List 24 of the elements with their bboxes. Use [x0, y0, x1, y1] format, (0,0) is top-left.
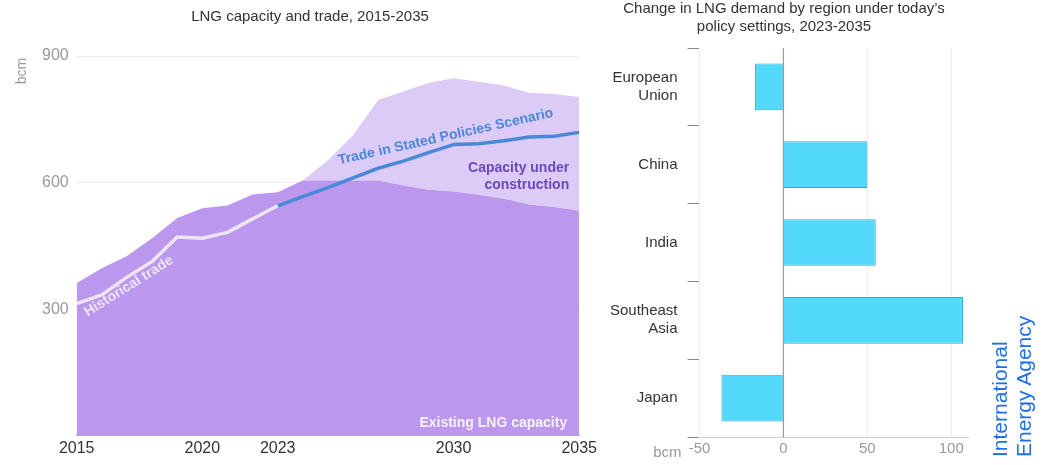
y-tick-label: 300	[41, 299, 69, 317]
x-tick-label: -50	[688, 439, 711, 457]
y-tick-label: Japan	[636, 388, 678, 406]
x-axis-title: bcm	[653, 442, 682, 460]
y-tick-label: China	[638, 154, 679, 172]
y-tick-label: 600	[41, 173, 69, 191]
y-tick-label: India	[645, 232, 679, 250]
y-tick-label: 900	[41, 46, 69, 64]
x-tick-label: 2030	[435, 438, 472, 456]
x-tick-label: 2035	[561, 438, 598, 456]
chart-title: Change in LNG demand by region under today’s policy settings, 2023-2035	[623, 0, 945, 35]
x-tick-label: 0	[779, 439, 788, 457]
text: International Energy Agency	[988, 314, 1036, 457]
y-tick-label: Southeast Asia	[609, 301, 679, 337]
x-tick-label: 2020	[184, 438, 221, 456]
series-label: Capacity under construction	[468, 159, 570, 193]
chart-title: LNG capacity and trade, 2015-2035	[191, 7, 429, 25]
x-tick-label: 50	[858, 439, 876, 457]
x-tick-label: 2015	[58, 438, 95, 456]
x-tick-label: 100	[938, 439, 964, 457]
x-tick-label: 2023	[259, 438, 296, 456]
y-tick-label: European Union	[612, 68, 678, 104]
y-axis-title: bcm	[12, 57, 29, 85]
series-label: Existing LNG capacity	[419, 413, 568, 430]
